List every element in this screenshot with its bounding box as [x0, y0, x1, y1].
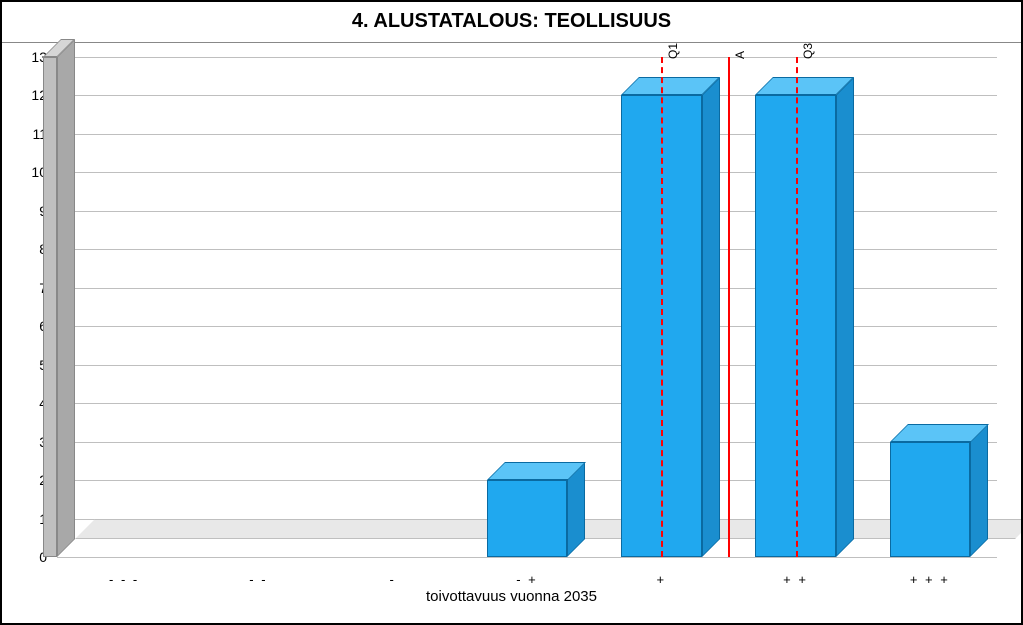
gridline — [57, 403, 997, 404]
chart-title-underline — [2, 42, 1021, 43]
reference-line: A — [728, 57, 730, 557]
x-tick-label: + + — [783, 572, 808, 587]
x-tick-label: + — [656, 572, 666, 587]
gridline — [57, 326, 997, 327]
gridline — [57, 365, 997, 366]
gridline — [57, 172, 997, 173]
reference-line: Q3 — [796, 57, 798, 557]
x-tick-label: + + + — [910, 572, 950, 587]
gridline — [57, 288, 997, 289]
gridline — [57, 95, 997, 96]
gridline — [57, 249, 997, 250]
gridline — [57, 57, 997, 58]
x-tick-label: - + — [516, 572, 538, 587]
reference-line-label: Q3 — [801, 43, 815, 59]
x-axis-label: toivottavuus vuonna 2035 — [2, 588, 1021, 605]
gridline — [57, 211, 997, 212]
chart-frame: 4. ALUSTATALOUS: TEOLLISUUS 012345678910… — [0, 0, 1023, 625]
reference-line: Q1 — [661, 57, 663, 557]
gridline — [57, 134, 997, 135]
bar — [890, 442, 971, 557]
reference-line-label: A — [733, 51, 747, 59]
gridline — [57, 557, 997, 558]
x-tick-label: - - - — [109, 572, 139, 587]
reference-line-label: Q1 — [666, 43, 680, 59]
bar — [487, 480, 568, 557]
x-tick-label: - - — [249, 572, 267, 587]
plot-area: 012345678910111213- - -- --- +++ ++ + +Q… — [57, 57, 997, 557]
y-axis-wall — [43, 57, 57, 557]
chart-title: 4. ALUSTATALOUS: TEOLLISUUS — [2, 10, 1021, 33]
gridline — [57, 442, 997, 443]
x-tick-label: - — [390, 572, 396, 587]
